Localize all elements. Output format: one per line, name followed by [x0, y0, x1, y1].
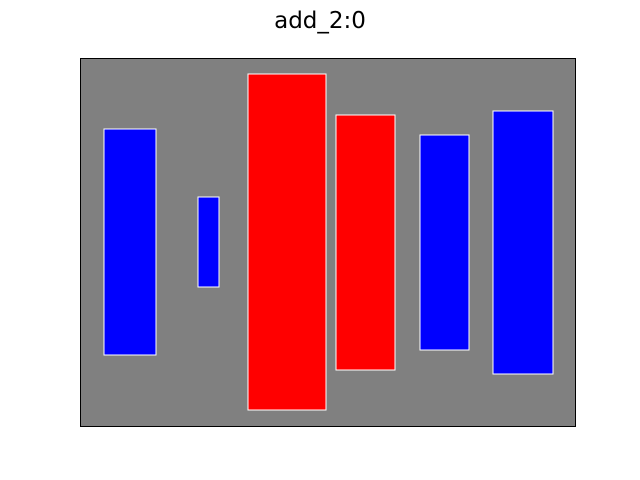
block-6 [492, 110, 554, 375]
block-4 [335, 114, 396, 371]
figure-title: add_2:0 [274, 8, 366, 34]
block-5 [419, 134, 470, 351]
plot-area [80, 58, 576, 427]
blocks-canvas [81, 59, 575, 426]
block-2 [197, 196, 220, 288]
block-1 [103, 128, 157, 356]
block-3 [247, 73, 327, 411]
